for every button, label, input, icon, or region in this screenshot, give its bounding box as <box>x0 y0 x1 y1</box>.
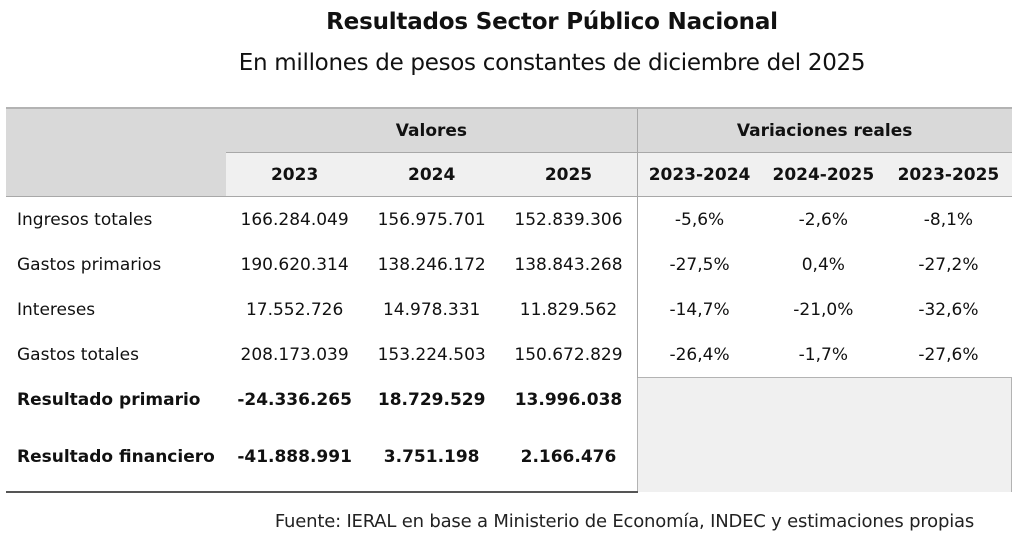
variation-cell: 0,4% <box>801 254 845 275</box>
column-header: 2025 <box>500 152 638 197</box>
column-header: 2023-2025 <box>885 152 1012 197</box>
column-header: 2024-2025 <box>761 152 886 197</box>
column-header-row: 2023 2024 2025 2023-2024 2024-2025 2023-… <box>6 152 1012 197</box>
value-cell: 2.166.476 <box>500 422 638 493</box>
value-cell: -24.336.265 <box>237 390 352 410</box>
value-cell: 152.839.306 <box>514 209 623 230</box>
value-cell: 190.620.314 <box>240 254 349 275</box>
table-subtitle: En millones de pesos constantes de dicie… <box>238 50 866 76</box>
variation-cell: -27,6% <box>918 344 979 365</box>
row-label: Resultado primario <box>17 390 201 410</box>
column-header: 2023-2024 <box>636 152 762 197</box>
variation-cell: -8,1% <box>923 209 974 230</box>
value-cell: 166.284.049 <box>240 209 349 230</box>
value-cell: 138.246.172 <box>377 254 486 275</box>
table-row: Ingresos totales 166.284.049 156.975.701… <box>6 196 1012 242</box>
row-label: Ingresos totales <box>17 209 153 230</box>
value-cell: 208.173.039 <box>240 344 349 365</box>
variation-cell: -27,2% <box>918 254 979 275</box>
variation-cell: -14,7% <box>636 287 762 332</box>
group-header-row: Valores Variaciones reales <box>6 107 1012 197</box>
group-header-variaciones: Variaciones reales <box>636 107 1012 153</box>
column-header: 2024 <box>363 152 501 197</box>
table-row: Gastos totales 208.173.039 153.224.503 1… <box>6 332 1012 378</box>
value-cell: 156.975.701 <box>377 209 486 230</box>
row-label: Gastos primarios <box>17 254 162 275</box>
value-cell: 3.751.198 <box>363 422 501 493</box>
value-cell: 153.224.503 <box>377 344 486 365</box>
value-cell: 17.552.726 <box>245 299 344 320</box>
column-header: 2023 <box>226 152 364 197</box>
results-table: Valores Variaciones reales 2023 2024 202… <box>6 107 1013 493</box>
variation-cell: -2,6% <box>798 209 848 230</box>
value-cell: 14.978.331 <box>382 299 481 320</box>
value-cell: 18.729.529 <box>377 390 486 410</box>
variation-cell: -21,0% <box>793 299 854 320</box>
table-row-total: Resultado financiero -41.888.991 3.751.1… <box>6 422 1012 493</box>
value-cell: -41.888.991 <box>226 422 364 493</box>
table-row: Intereses 17.552.726 14.978.331 11.829.5… <box>6 287 1012 332</box>
source-note: Fuente: IERAL en base a Ministerio de Ec… <box>274 511 974 532</box>
row-label: Intereses <box>17 299 96 320</box>
value-cell: 13.996.038 <box>514 390 623 410</box>
table-title: Resultados Sector Público Nacional <box>326 9 778 35</box>
header-corner <box>6 107 227 197</box>
value-cell: 138.843.268 <box>514 254 623 275</box>
variation-cell: -32,6% <box>918 299 979 320</box>
variation-cell: -5,6% <box>636 196 762 242</box>
variation-cell: -27,5% <box>636 242 762 287</box>
table-row: Gastos primarios 190.620.314 138.246.172… <box>6 242 1012 287</box>
table-row-total: Resultado primario -24.336.265 18.729.52… <box>6 377 1013 492</box>
group-header-valores: Valores <box>226 107 638 153</box>
variation-cell: -26,4% <box>636 332 762 378</box>
empty-variations-cell <box>636 377 1013 492</box>
row-label: Resultado financiero <box>6 422 227 493</box>
row-label: Gastos totales <box>17 344 139 365</box>
value-cell: 150.672.829 <box>514 344 623 365</box>
variation-cell: -1,7% <box>798 344 848 365</box>
value-cell: 11.829.562 <box>519 299 618 320</box>
